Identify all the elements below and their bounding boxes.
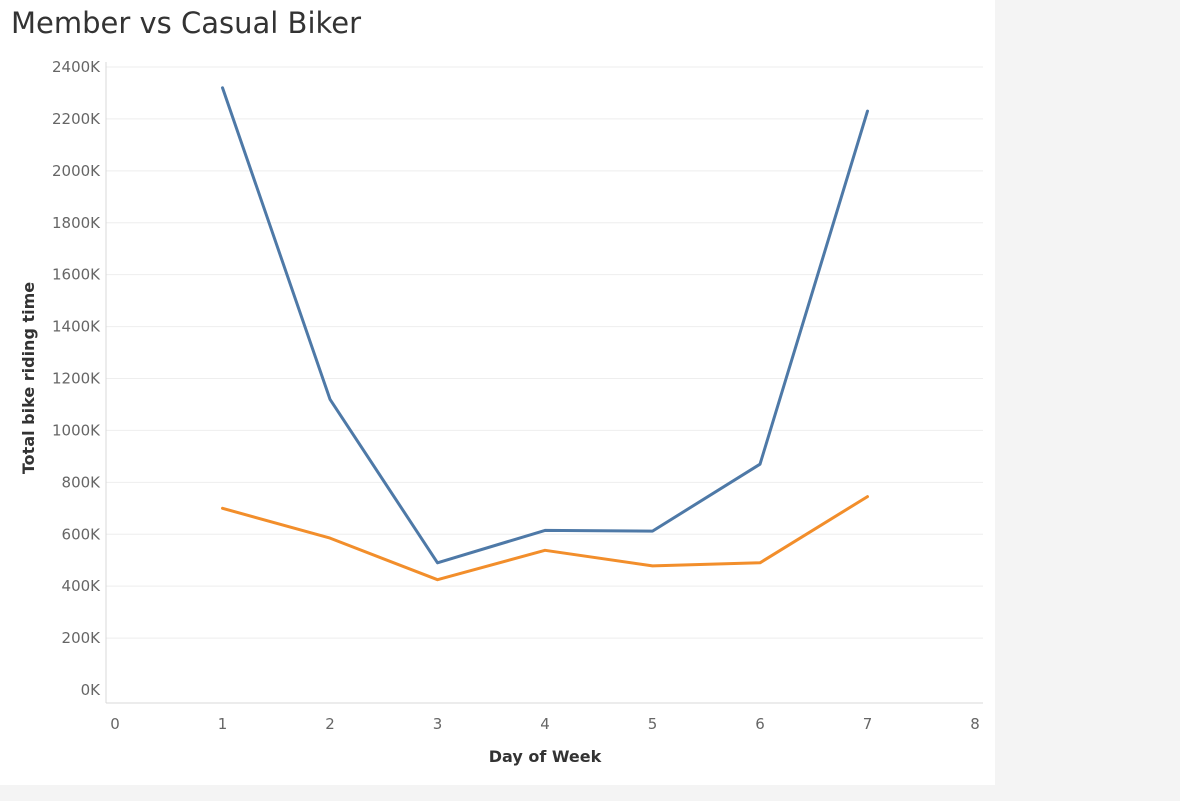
x-tick-label: 0 <box>110 715 120 733</box>
y-tick-label: 2000K <box>52 162 101 180</box>
x-axis-ticks: 0 1 2 3 4 5 6 7 8 <box>110 715 980 733</box>
x-tick-label: 6 <box>755 715 765 733</box>
y-tick-label: 1400K <box>52 318 101 336</box>
y-tick-label: 1200K <box>52 370 101 388</box>
x-tick-label: 8 <box>970 715 980 733</box>
y-tick-label: 0K <box>81 681 102 699</box>
series-line-1 <box>221 86 869 565</box>
y-tick-label: 1600K <box>52 266 101 284</box>
x-axis-title: Day of Week <box>489 747 602 766</box>
x-tick-label: 4 <box>540 715 550 733</box>
x-tick-label: 2 <box>325 715 335 733</box>
y-tick-label: 1800K <box>52 214 101 232</box>
x-tick-label: 1 <box>218 715 228 733</box>
y-tick-label: 2400K <box>52 58 101 76</box>
gridlines <box>106 66 983 639</box>
x-tick-label: 7 <box>863 715 873 733</box>
chart-title: Member vs Casual Biker <box>11 6 362 40</box>
line-chart: 0K200K400K600K800K1000K1200K1400K1600K18… <box>19 58 983 766</box>
y-axis-ticks: 0K 200K 400K 600K 800K 1000K 1200K 1400K 1600K 18… <box>52 58 101 699</box>
y-tick-label: 600K <box>62 525 102 543</box>
y-tick-label: 800K <box>62 473 102 491</box>
series-lines <box>221 86 869 582</box>
y-tick-label: 1000K <box>52 421 101 439</box>
y-tick-label: 200K <box>62 629 102 647</box>
chart-panel: Member vs Casual Biker 0K 200K 400K 600K 800… <box>0 0 995 785</box>
y-tick-label: 2200K <box>52 110 101 128</box>
series-line-2 <box>221 495 869 582</box>
y-axis-title: Total bike riding time <box>19 282 38 474</box>
x-tick-label: 5 <box>648 715 658 733</box>
x-tick-label: 3 <box>433 715 443 733</box>
y-tick-label: 400K <box>62 577 102 595</box>
